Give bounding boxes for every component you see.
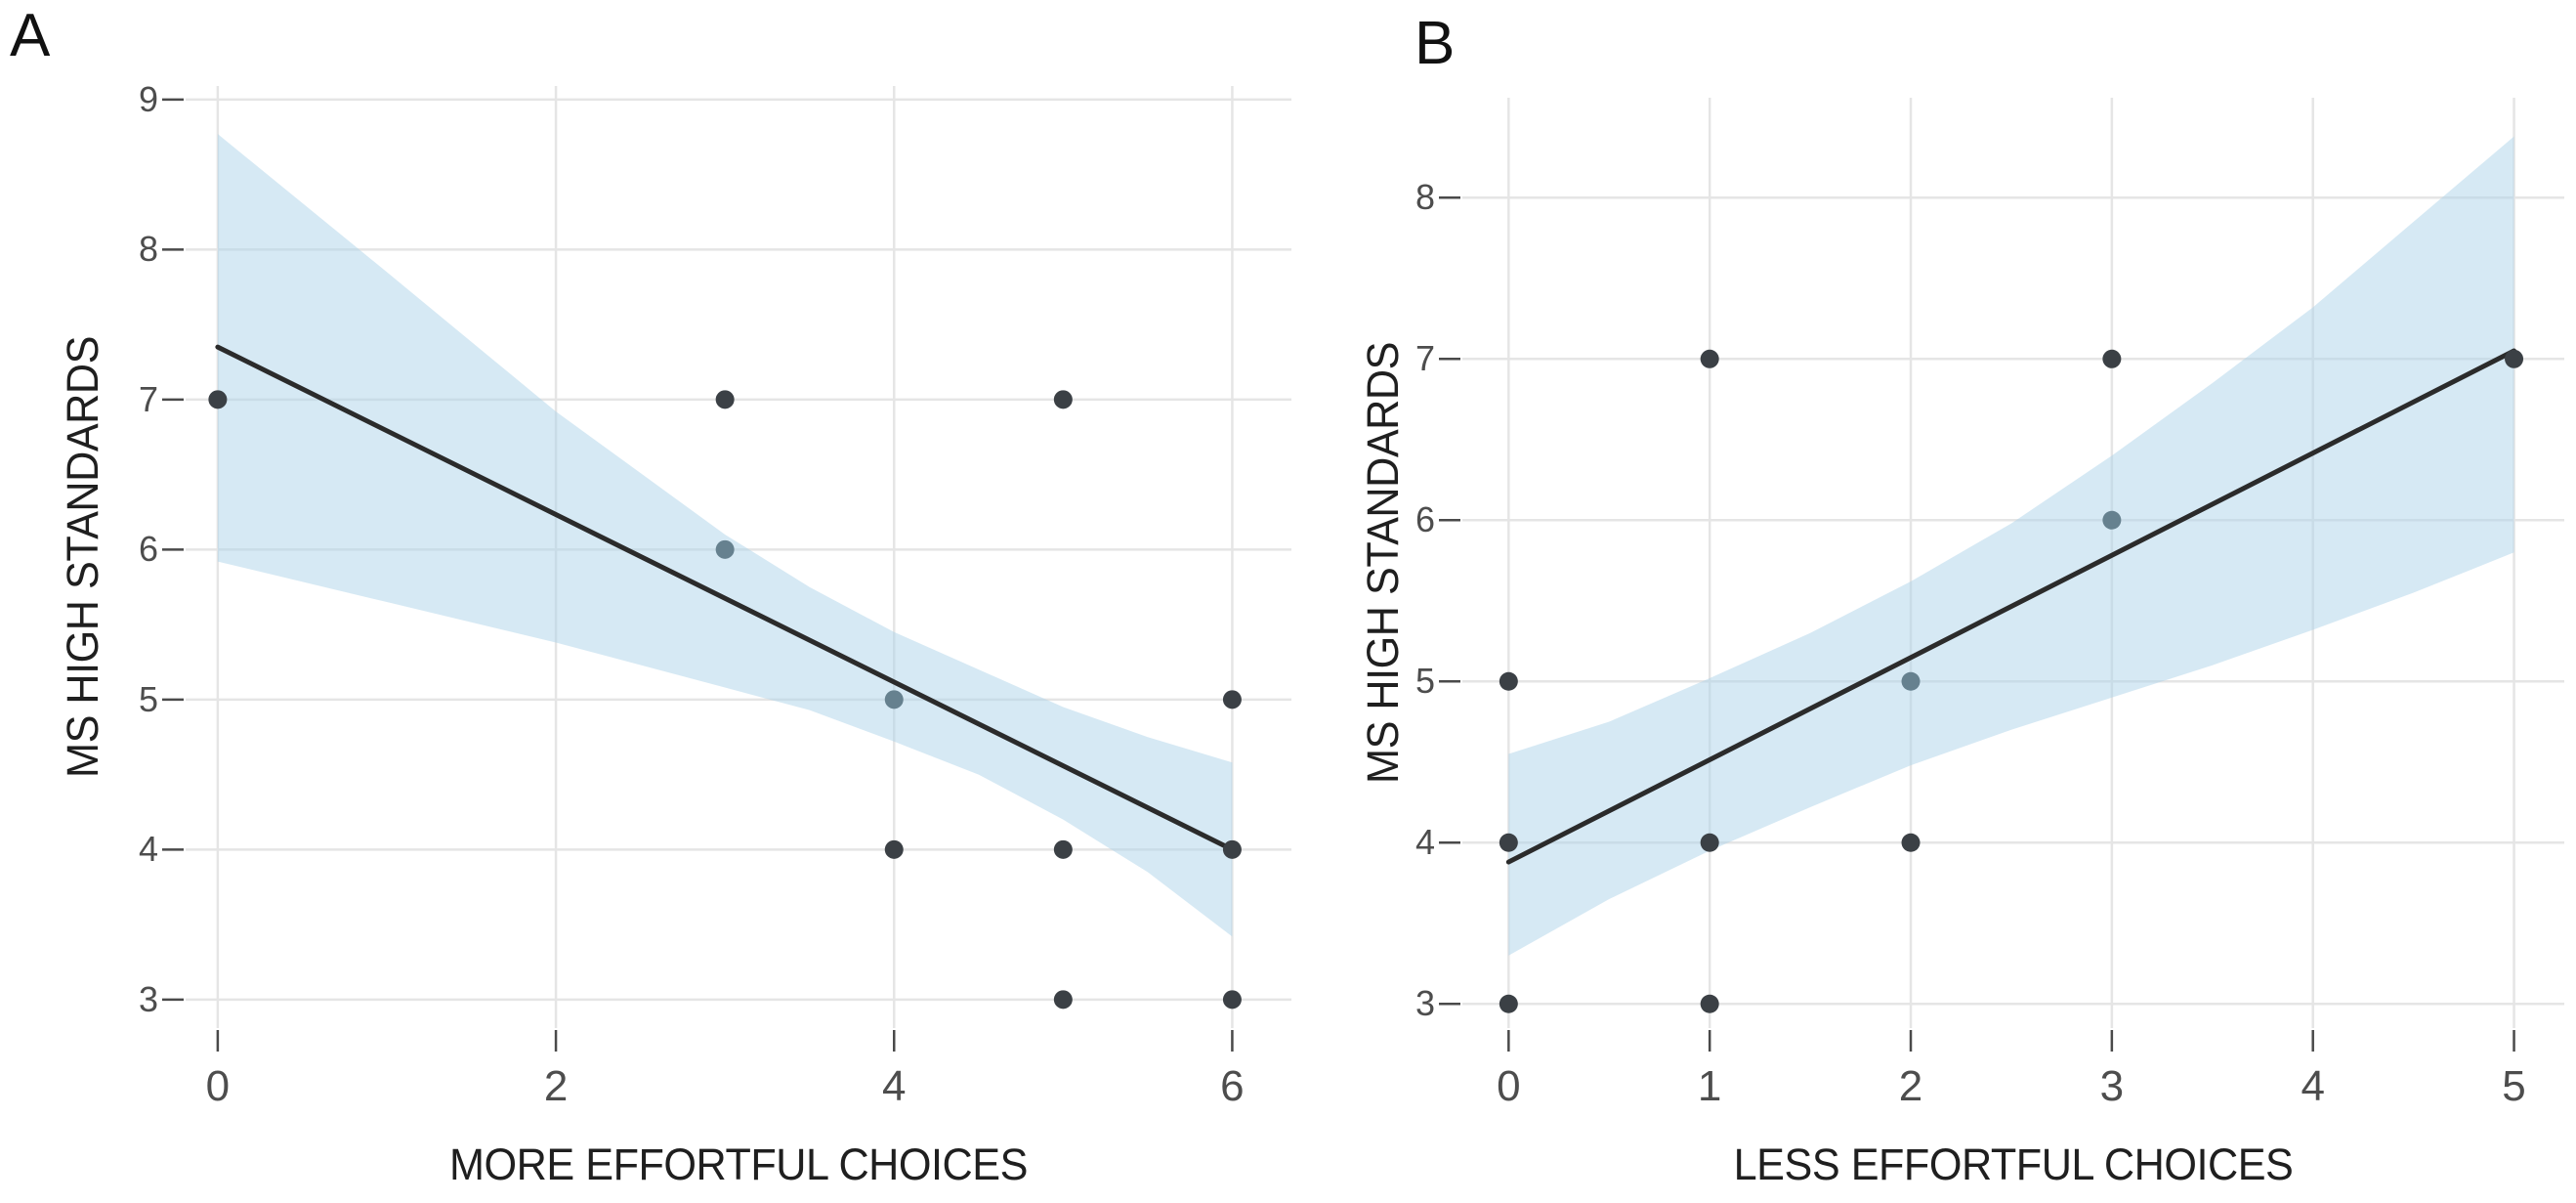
- y-tick-label: 8: [138, 229, 158, 270]
- y-tick-label: 3: [1415, 983, 1435, 1024]
- data-point: [1700, 349, 1719, 368]
- data-point: [1053, 390, 1073, 409]
- data-point: [1700, 994, 1719, 1013]
- data-point: [1053, 990, 1073, 1010]
- data-point: [1901, 671, 1921, 691]
- data-point: [2102, 349, 2122, 368]
- data-point: [208, 390, 228, 409]
- y-tick-label: 3: [138, 978, 158, 1019]
- panel-a-plot: [162, 86, 1291, 1052]
- y-tick-label: 6: [138, 529, 158, 570]
- confidence-ribbon: [1508, 136, 2514, 956]
- panel-a-label: A: [10, 2, 51, 69]
- y-tick-label: 5: [138, 678, 158, 719]
- x-tick-label: 6: [1220, 1062, 1245, 1110]
- x-tick-label: 4: [2301, 1062, 2325, 1110]
- data-point: [1499, 671, 1518, 691]
- y-tick-label: 8: [1415, 177, 1435, 218]
- panel-b-y-axis-title: MS HIGH STANDARDS: [1358, 342, 1408, 784]
- y-tick-label: 9: [138, 78, 158, 119]
- data-point: [884, 690, 904, 709]
- y-tick-label: 5: [1415, 661, 1435, 702]
- data-point: [1222, 990, 1242, 1010]
- x-tick-label: 3: [2099, 1062, 2125, 1110]
- y-tick-label: 7: [138, 378, 158, 419]
- y-tick-label: 4: [138, 829, 158, 870]
- x-tick-label: 4: [881, 1062, 907, 1110]
- data-point: [1901, 833, 1921, 852]
- panel-a-x-axis-title: MORE EFFORTFUL CHOICES: [449, 1139, 1028, 1189]
- data-point: [2102, 510, 2122, 530]
- data-point: [715, 539, 735, 559]
- data-point: [715, 390, 735, 409]
- panel-b-label: B: [1415, 10, 1456, 77]
- y-tick-label: 4: [1415, 822, 1435, 863]
- data-point: [2505, 349, 2524, 368]
- data-point: [1499, 994, 1518, 1013]
- y-tick-label: 6: [1415, 499, 1435, 540]
- x-tick-label: 2: [1898, 1062, 1923, 1110]
- data-point: [1053, 839, 1073, 859]
- data-point: [1700, 833, 1719, 852]
- data-point: [1222, 690, 1242, 709]
- x-tick-label: 2: [543, 1062, 569, 1110]
- x-tick-label: 5: [2502, 1062, 2526, 1110]
- regression-line: [1505, 348, 2517, 865]
- confidence-ribbon: [217, 134, 1233, 937]
- y-tick-label: 7: [1415, 338, 1435, 379]
- regression-line: [215, 344, 1235, 852]
- data-point: [884, 839, 904, 859]
- x-tick-label: 0: [1497, 1062, 1521, 1110]
- panel-b-plot: [1439, 98, 2564, 1052]
- panel-b-x-axis-title: LESS EFFORTFUL CHOICES: [1733, 1139, 2294, 1189]
- data-point: [1499, 833, 1518, 852]
- x-tick-label: 1: [1697, 1062, 1722, 1110]
- x-tick-label: 0: [205, 1062, 231, 1110]
- data-point: [1222, 839, 1242, 859]
